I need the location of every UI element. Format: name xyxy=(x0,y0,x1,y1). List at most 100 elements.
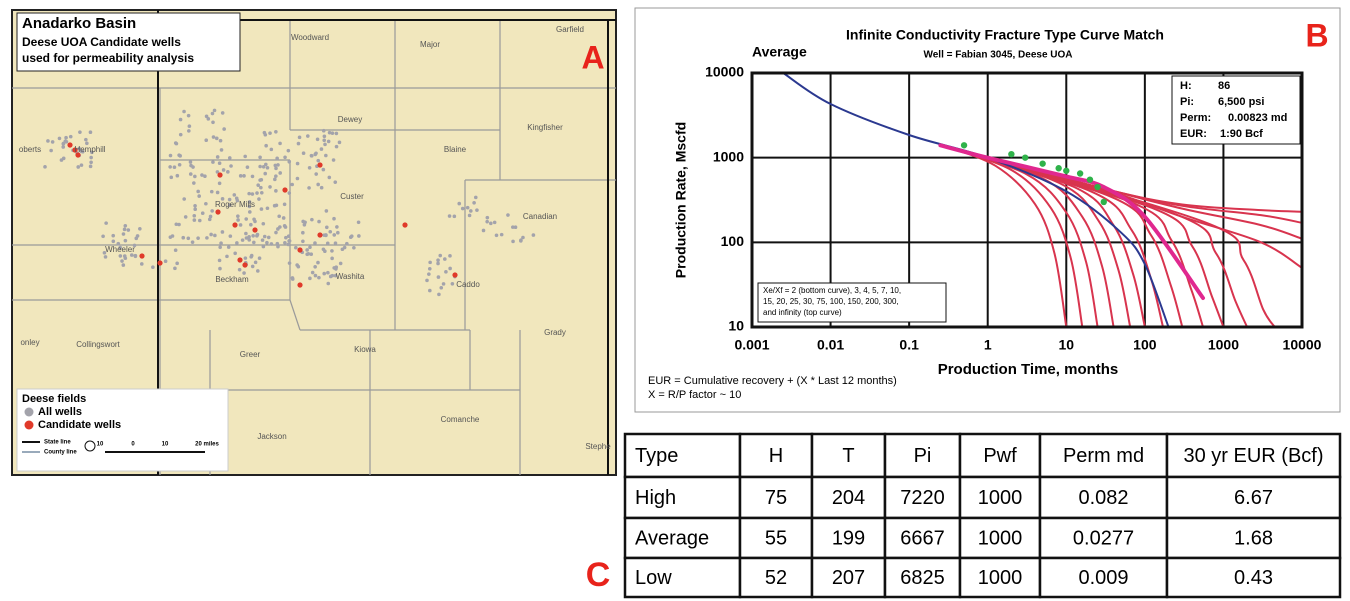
table-text: Low xyxy=(635,567,672,589)
well-dot xyxy=(57,136,62,141)
table-cell xyxy=(958,516,1042,560)
well-dot xyxy=(257,256,262,260)
map-title: used for permeability analysis xyxy=(22,51,194,65)
well-dot xyxy=(238,174,243,178)
well-dot xyxy=(441,282,446,286)
well-dot xyxy=(457,201,462,206)
well-dot xyxy=(317,219,321,224)
place-label: Comanche xyxy=(441,415,480,424)
well-dot xyxy=(76,165,81,169)
well-dot xyxy=(330,256,334,261)
table-header: T xyxy=(842,445,854,467)
well-dot xyxy=(335,225,339,229)
well-dot xyxy=(77,146,81,151)
well-dot xyxy=(242,271,246,275)
table-cell xyxy=(810,556,887,599)
candidate-well xyxy=(282,187,288,193)
x-tick-label: 0.001 xyxy=(734,337,769,353)
place-label: Kingfisher xyxy=(527,123,563,132)
well-dot xyxy=(63,139,68,144)
well-dot xyxy=(356,220,361,225)
candidate-well xyxy=(139,253,145,259)
well-dot xyxy=(316,182,320,187)
place-label: Canadian xyxy=(523,212,557,221)
well-dot xyxy=(321,167,326,172)
scale-label: 10 xyxy=(97,442,104,448)
well-dot xyxy=(173,141,178,145)
well-dot xyxy=(204,138,209,143)
well-dot xyxy=(200,173,204,177)
well-dot xyxy=(186,236,191,241)
well-dot xyxy=(211,135,216,139)
well-dot xyxy=(475,208,479,212)
well-dot xyxy=(111,233,116,238)
well-dot xyxy=(258,164,262,169)
well-dot xyxy=(301,219,305,224)
table-cell xyxy=(623,556,742,599)
well-dot xyxy=(209,232,213,237)
well-dot xyxy=(338,261,343,266)
table-text: 6667 xyxy=(900,527,945,549)
well-dot xyxy=(305,248,309,252)
place-label: Dewey xyxy=(338,115,362,124)
x-axis-label: Production Time, months xyxy=(938,361,1119,378)
table-header: Pwf xyxy=(983,445,1017,467)
well-dot xyxy=(261,221,266,226)
well-dot xyxy=(349,234,354,238)
well-dot xyxy=(274,166,278,171)
candidate-well xyxy=(242,262,248,268)
well-dot xyxy=(175,173,180,178)
well-dot xyxy=(212,108,217,113)
well-dot xyxy=(61,156,66,161)
well-dot xyxy=(258,178,262,182)
well-dot xyxy=(197,194,201,198)
well-dot xyxy=(313,241,317,245)
well-dot xyxy=(428,260,432,265)
table-text: 55 xyxy=(765,527,787,549)
well-dot xyxy=(186,113,191,118)
well-dot xyxy=(227,197,232,202)
footnote: X = R/P factor ~ 10 xyxy=(648,389,741,401)
well-dot xyxy=(103,255,108,259)
legend-swatch xyxy=(24,420,34,430)
place-label: Roger Mills xyxy=(215,200,255,209)
well-dot xyxy=(287,191,292,195)
well-dot xyxy=(511,225,515,229)
well-dot xyxy=(287,261,292,265)
scale-label: 20 miles xyxy=(195,442,219,448)
y-tick-label: 1000 xyxy=(713,148,744,164)
chart-title: Infinite Conductivity Fracture Type Curv… xyxy=(846,27,1164,43)
well-dot xyxy=(264,162,268,167)
well-dot xyxy=(323,249,327,254)
table-cell xyxy=(883,556,962,599)
well-dot xyxy=(43,165,47,169)
candidate-well xyxy=(67,142,73,148)
well-dot xyxy=(217,161,222,166)
panel-label: B xyxy=(1305,17,1328,53)
well-dot xyxy=(192,218,197,222)
well-dot xyxy=(513,225,518,230)
well-dot xyxy=(327,130,332,135)
well-dot xyxy=(225,254,229,259)
well-dot xyxy=(333,180,338,184)
well-dot xyxy=(481,228,486,233)
table-text: 204 xyxy=(832,487,865,509)
well-dot xyxy=(206,117,211,121)
well-dot xyxy=(247,235,251,239)
param-value: 1:90 Bcf xyxy=(1220,128,1263,140)
well-dot xyxy=(235,241,239,245)
place-label: oberts xyxy=(19,145,41,154)
well-dot xyxy=(268,131,272,135)
well-dot xyxy=(193,174,197,179)
well-dot xyxy=(301,151,306,156)
well-dot xyxy=(243,256,248,260)
well-dot xyxy=(226,170,230,174)
well-dot xyxy=(436,261,440,266)
well-dot xyxy=(177,162,182,167)
well-dot xyxy=(248,210,252,214)
well-dot xyxy=(78,130,82,134)
well-dot xyxy=(182,109,186,114)
map-title-box xyxy=(16,12,241,72)
well-dot xyxy=(286,148,291,153)
